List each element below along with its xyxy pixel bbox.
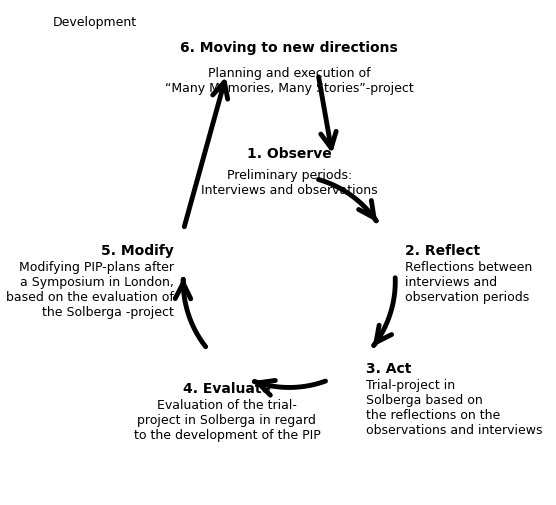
Text: 5. Modify: 5. Modify [101,244,174,258]
Text: Trial-project in
Solberga based on
the reflections on the
observations and inter: Trial-project in Solberga based on the r… [366,379,543,437]
Text: Reflections between
interviews and
observation periods: Reflections between interviews and obser… [405,261,532,304]
Text: 6. Moving to new directions: 6. Moving to new directions [180,41,398,55]
Text: Planning and execution of
“Many Memories, Many Stories”-project: Planning and execution of “Many Memories… [165,67,414,95]
Text: Modifying PIP-plans after
a Symposium in London,
based on the evaluation of
the : Modifying PIP-plans after a Symposium in… [6,261,174,319]
Text: 3. Act: 3. Act [366,363,411,376]
Text: 1. Observe: 1. Observe [247,147,331,161]
Text: Preliminary periods:
Interviews and observations: Preliminary periods: Interviews and obse… [201,169,378,197]
Text: Evaluation of the trial-
project in Solberga in regard
to the development of the: Evaluation of the trial- project in Solb… [133,398,320,441]
Text: 4. Evaluate: 4. Evaluate [183,382,271,395]
Text: 2. Reflect: 2. Reflect [405,244,480,258]
Text: Development: Development [53,16,137,29]
